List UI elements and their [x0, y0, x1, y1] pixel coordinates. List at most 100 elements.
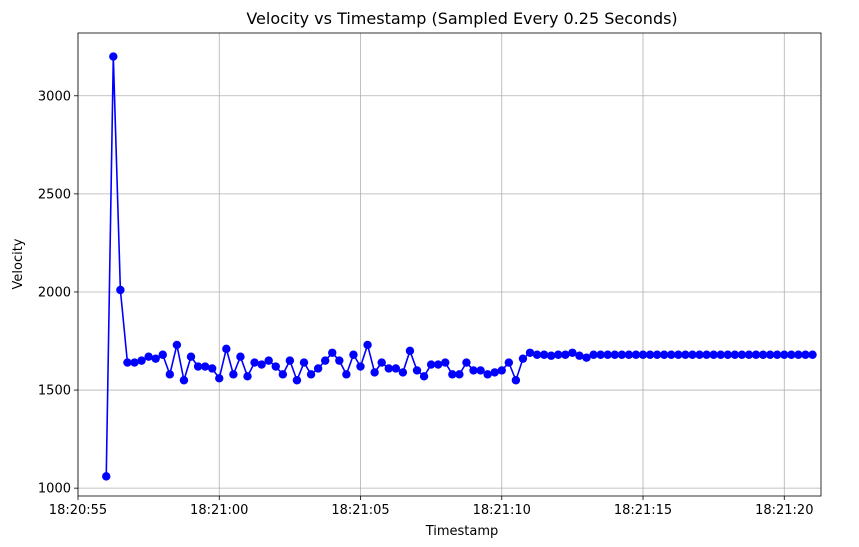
data-point: [751, 350, 761, 359]
data-point: [617, 350, 627, 359]
data-point: [773, 350, 782, 359]
data-point: [158, 350, 167, 359]
y-tick-label: 2000: [38, 285, 71, 300]
y-tick-label: 1000: [38, 482, 71, 497]
chart-title: Velocity vs Timestamp (Sampled Every 0.2…: [246, 9, 677, 28]
data-point: [723, 350, 732, 359]
data-point: [243, 372, 252, 381]
data-point: [405, 346, 415, 356]
data-point: [504, 358, 514, 367]
data-point: [356, 362, 365, 371]
data-point: [441, 358, 450, 367]
data-point: [412, 366, 422, 375]
data-point: [631, 350, 641, 359]
y-tick-label: 3000: [38, 89, 71, 104]
data-point: [476, 366, 485, 375]
data-point: [102, 472, 111, 481]
data-point: [490, 368, 499, 377]
data-point: [645, 350, 655, 359]
data-point: [109, 52, 118, 61]
data-point: [702, 350, 711, 359]
data-point: [264, 356, 273, 365]
data-point: [737, 350, 747, 359]
data-point: [342, 370, 351, 379]
data-point: [801, 350, 810, 359]
x-tick-label: 18:21:05: [331, 503, 389, 518]
data-point: [165, 370, 175, 379]
data-point: [186, 352, 196, 361]
data-point: [335, 356, 344, 365]
data-point: [511, 376, 521, 385]
data-point: [292, 376, 302, 385]
data-point: [539, 350, 549, 359]
data-point: [363, 340, 372, 350]
data-point: [518, 354, 528, 363]
data-point: [695, 350, 704, 359]
x-tick-label: 18:20:55: [49, 503, 107, 518]
data-point: [610, 350, 619, 359]
y-tick-label: 1500: [38, 384, 71, 399]
data-point: [582, 353, 591, 362]
data-point: [257, 360, 266, 369]
x-tick-label: 18:21:15: [614, 503, 672, 518]
data-point: [313, 364, 323, 373]
data-point: [137, 356, 146, 365]
data-point: [674, 350, 683, 359]
data-point: [370, 368, 379, 377]
data-point: [250, 358, 259, 367]
data-point: [123, 358, 132, 367]
data-point: [278, 370, 288, 379]
data-point: [688, 350, 697, 359]
data-point: [525, 348, 535, 357]
data-point: [116, 285, 125, 295]
data-point: [285, 356, 295, 365]
data-point: [624, 350, 634, 359]
data-point: [229, 370, 238, 379]
data-point: [222, 344, 231, 354]
data-point: [765, 350, 775, 359]
data-point: [575, 351, 584, 360]
data-point: [434, 360, 443, 369]
x-tick-label: 18:21:00: [190, 503, 248, 518]
data-point: [200, 362, 210, 371]
data-point: [681, 350, 690, 359]
data-point: [758, 350, 768, 359]
data-point: [568, 348, 577, 357]
data-point: [391, 364, 401, 373]
y-tick-label: 2500: [38, 187, 71, 202]
data-point: [271, 362, 280, 371]
data-point: [130, 358, 139, 367]
data-point: [193, 362, 203, 371]
data-point: [652, 350, 662, 359]
data-point: [547, 351, 556, 360]
data-point: [787, 350, 796, 359]
axes-ticks: 18:20:55 18:21:00 18:21:05 18:21:10 18:21:15…: [38, 89, 814, 518]
data-point: [709, 350, 718, 359]
data-point: [589, 350, 598, 359]
data-point: [172, 340, 182, 350]
data-point: [328, 348, 337, 357]
data-point: [532, 350, 542, 359]
y-axis-label: Velocity: [11, 238, 26, 289]
data-point: [638, 350, 648, 359]
data-point: [236, 352, 245, 361]
data-point: [179, 376, 189, 385]
series-velocity: [102, 52, 817, 481]
data-point: [306, 370, 316, 379]
x-axis-label: Timestamp: [425, 524, 499, 539]
data-point: [384, 364, 393, 373]
x-tick-label: 18:21:20: [755, 503, 813, 518]
data-point: [794, 350, 803, 359]
data-point: [780, 350, 789, 359]
data-point: [561, 350, 570, 359]
data-point: [419, 372, 429, 381]
data-point: [667, 350, 676, 359]
data-point: [808, 350, 817, 359]
data-point: [462, 358, 471, 367]
data-point: [321, 356, 330, 365]
data-point: [730, 350, 740, 359]
data-point: [398, 368, 408, 377]
data-point: [299, 358, 309, 367]
grid: [77, 33, 821, 496]
x-tick-label: 18:21:10: [473, 503, 531, 518]
